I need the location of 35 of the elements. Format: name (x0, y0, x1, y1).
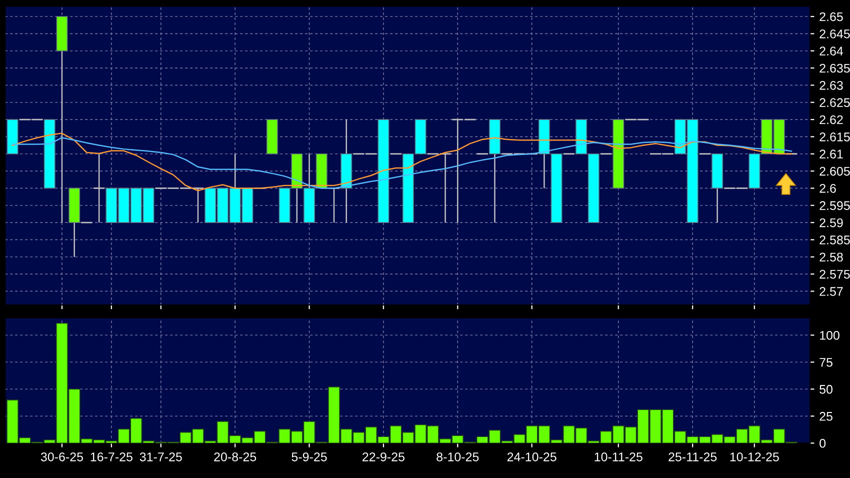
y-tick-label: 100 (820, 330, 840, 340)
x-tick-label: 22-9-25 (362, 452, 404, 462)
y-tick-label: 2.58 (820, 252, 843, 262)
y-tick-label: 2.57 (820, 287, 843, 296)
y-tick-label: 2.595 (820, 201, 850, 210)
candlestick (92, 153, 106, 224)
y-tick-label: 50 (820, 384, 832, 394)
y-tick-label: 75 (820, 358, 832, 367)
y-tick-label: 2.61 (820, 150, 843, 159)
y-tick-label: 2.62 (820, 115, 843, 124)
x-tick-label: 30-6-25 (40, 452, 83, 462)
x-tick-label: 24-10-25 (507, 452, 556, 462)
y-tick-label: 2.635 (820, 64, 850, 73)
y-tick-label: 2.575 (820, 270, 850, 279)
y-tick-label: 0 (820, 438, 826, 448)
y-tick-label: 2.585 (820, 236, 850, 244)
y-tick-label: 2.645 (820, 29, 850, 38)
x-tick-label: 25-11-25 (668, 452, 717, 462)
candlestick (192, 188, 204, 224)
y-tick-label: 2.615 (820, 132, 850, 142)
x-tick-label: 20-8-25 (214, 452, 256, 462)
y-tick-label: 2.65 (820, 12, 843, 22)
y-tick-label: 2.59 (820, 218, 843, 228)
y-tick-label: 2.64 (820, 46, 844, 56)
y-tick-label: 25 (820, 412, 832, 421)
x-tick-label: 8-10-25 (436, 452, 479, 462)
y-tick-label: 2.63 (820, 80, 843, 90)
y-tick-label: 2.605 (820, 166, 850, 176)
x-tick-label: 10-11-25 (594, 452, 642, 462)
x-tick-label: 5-9-25 (292, 452, 327, 462)
x-tick-label: 10-12-25 (730, 452, 779, 462)
y-tick-label: 2.6 (820, 184, 836, 193)
y-tick-label: 2.625 (820, 98, 850, 108)
x-tick-label: 16-7-25 (90, 452, 132, 462)
x-tick-label: 31-7-25 (140, 452, 182, 462)
